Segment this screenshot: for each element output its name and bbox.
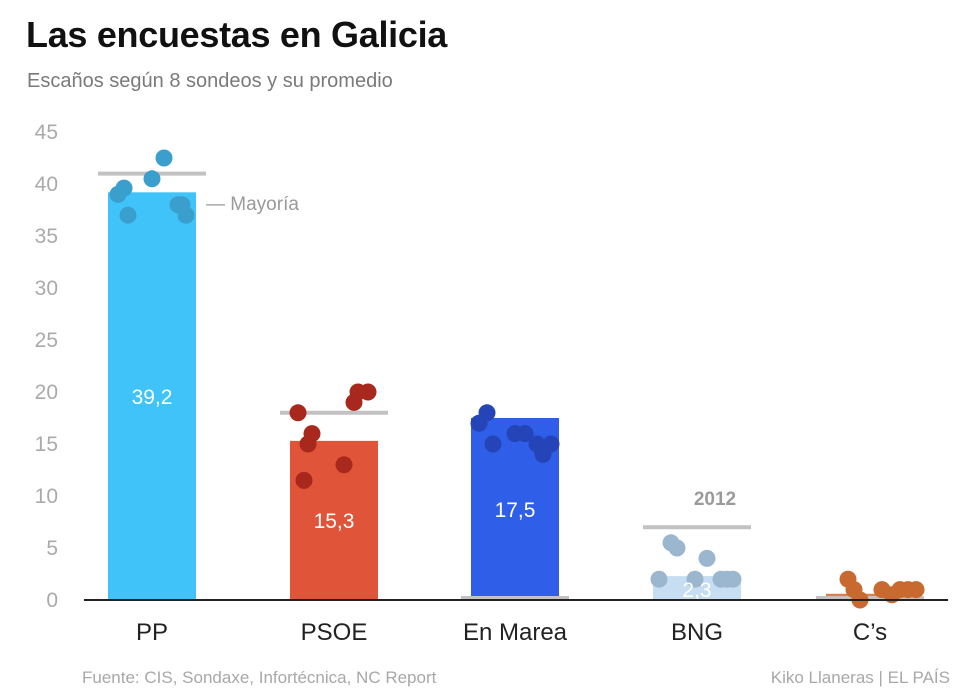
category-label: C’s bbox=[853, 619, 887, 646]
value-label: 39,2 bbox=[132, 386, 173, 409]
y-tick-label: 0 bbox=[46, 589, 58, 612]
bars bbox=[108, 192, 914, 600]
bar-PSOE bbox=[290, 440, 378, 600]
poll-dot bbox=[724, 570, 742, 588]
poll-dots bbox=[109, 149, 925, 609]
value-label: 17,5 bbox=[495, 499, 536, 522]
poll-dot bbox=[542, 435, 560, 453]
year-2012-annotation: 2012 bbox=[694, 489, 736, 510]
bar-PP bbox=[108, 192, 196, 600]
markers-2012 bbox=[98, 171, 924, 600]
poll-dot bbox=[335, 456, 353, 474]
poll-dot bbox=[650, 570, 668, 588]
value-label: 2,3 bbox=[682, 579, 711, 602]
y-tick-label: 5 bbox=[46, 537, 58, 560]
y-tick-label: 25 bbox=[35, 329, 58, 352]
poll-dot bbox=[177, 206, 195, 224]
chart-subtitle: Escaños según 8 sondeos y su promedio bbox=[27, 70, 393, 92]
y-tick-label: 20 bbox=[35, 381, 58, 404]
poll-dot bbox=[143, 170, 161, 188]
y-tick-label: 30 bbox=[35, 277, 58, 300]
y-tick-label: 10 bbox=[35, 485, 58, 508]
x-axis: PP PSOE En Marea BNG C’s bbox=[136, 619, 887, 646]
poll-dot bbox=[907, 581, 925, 599]
category-label: PP bbox=[136, 619, 168, 646]
poll-dot bbox=[686, 570, 704, 588]
poll-dot bbox=[155, 149, 173, 167]
y-tick-label: 15 bbox=[35, 433, 58, 456]
majority-annotation: — Mayoría bbox=[206, 194, 299, 215]
y-tick-label: 40 bbox=[35, 173, 58, 196]
poll-dot bbox=[359, 383, 377, 401]
poll-dot bbox=[119, 206, 137, 224]
y-tick-label: 45 bbox=[35, 121, 58, 144]
poll-dot bbox=[115, 179, 133, 197]
poll-dot bbox=[668, 539, 686, 557]
credit-note: Kiko Llaneras | EL PAÍS bbox=[770, 668, 950, 687]
y-axis: 0 5 10 15 20 25 30 35 40 45 bbox=[35, 121, 58, 612]
value-labels: 39,2 15,3 17,5 2,3 bbox=[132, 386, 712, 602]
value-label: 15,3 bbox=[314, 510, 355, 533]
y-tick-label: 35 bbox=[35, 225, 58, 248]
source-note: Fuente: CIS, Sondaxe, Infortécnica, NC R… bbox=[82, 668, 437, 687]
category-label: PSOE bbox=[301, 619, 368, 646]
category-label: En Marea bbox=[463, 619, 568, 646]
poll-dot bbox=[303, 425, 321, 443]
poll-dot bbox=[698, 549, 716, 567]
poll-dot bbox=[295, 471, 313, 489]
poll-dot bbox=[289, 404, 307, 422]
poll-dot bbox=[516, 425, 534, 443]
category-label: BNG bbox=[671, 619, 723, 646]
chart-title: Las encuestas en Galicia bbox=[26, 14, 448, 55]
poll-dot bbox=[484, 435, 502, 453]
poll-dot bbox=[478, 404, 496, 422]
